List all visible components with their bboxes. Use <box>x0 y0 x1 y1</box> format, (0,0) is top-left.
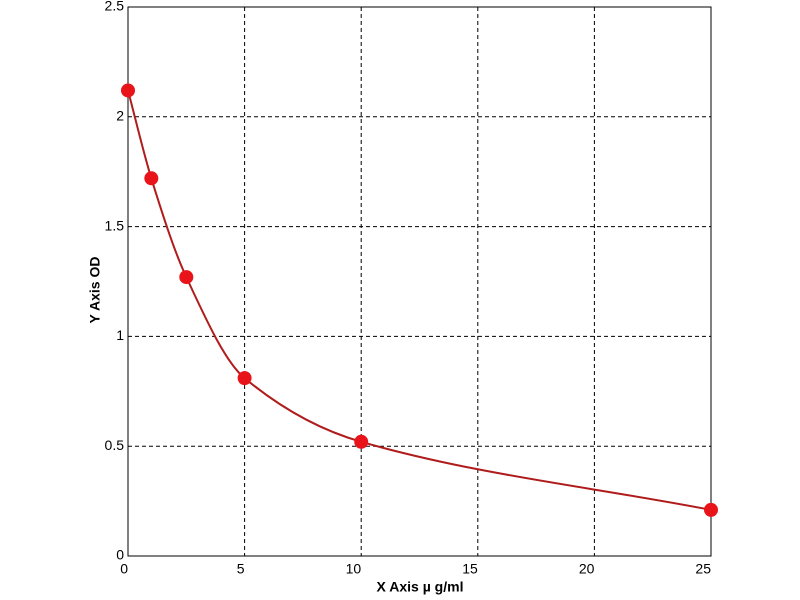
data-point <box>121 83 135 98</box>
data-point <box>354 434 369 449</box>
x-tick-label: 10 <box>346 561 362 577</box>
data-point <box>237 371 252 386</box>
plot-border <box>127 6 712 557</box>
x-tick-label: 5 <box>237 561 245 577</box>
data-point <box>179 270 194 285</box>
y-axis-title: Y Axis OD <box>87 257 103 324</box>
y-tick-label: 1 <box>116 327 124 343</box>
data-point <box>144 171 159 186</box>
x-tick-label: 15 <box>462 561 478 577</box>
y-tick-label: 2 <box>116 108 124 124</box>
x-tick-label: 25 <box>695 561 711 577</box>
y-tick-label: 0.5 <box>105 437 125 453</box>
x-tick-label: 20 <box>579 561 595 577</box>
y-tick-label: 1.5 <box>105 217 125 233</box>
fit-curve <box>127 90 712 511</box>
x-tick-label: 0 <box>120 561 128 577</box>
x-axis-title: X Axis µ g/ml <box>377 579 464 595</box>
y-tick-label: 0 <box>116 547 124 563</box>
y-tick-label: 2.5 <box>105 0 125 14</box>
data-point <box>704 502 718 517</box>
